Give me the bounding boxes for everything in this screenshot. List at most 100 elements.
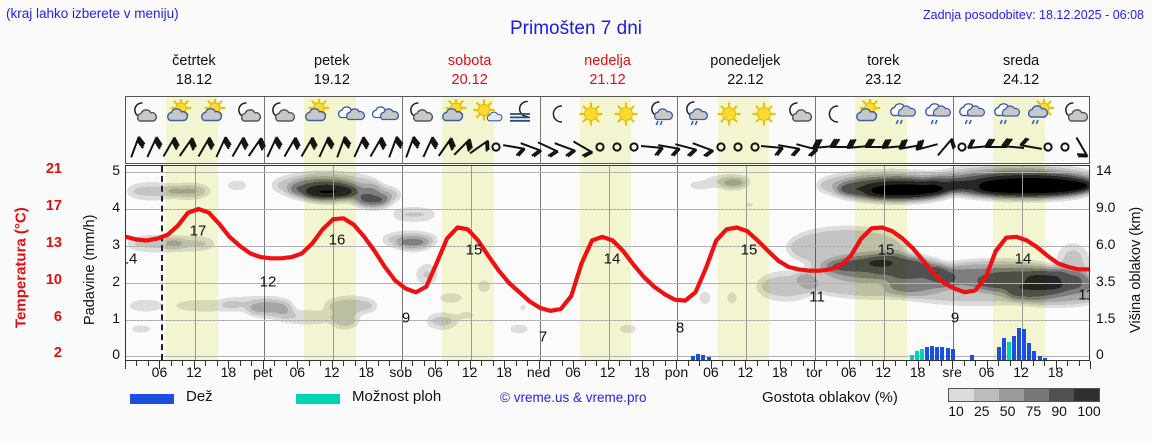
wind-barb-icon — [189, 131, 219, 162]
day-header-4: nedelja 21.12 — [539, 52, 677, 92]
hour-label: tor — [806, 364, 823, 380]
wind-barb-icon — [1067, 131, 1097, 162]
day-separator — [677, 166, 679, 360]
hour-tick — [929, 361, 931, 366]
daylight-band — [717, 131, 770, 163]
temperature-point-label: 15 — [877, 241, 895, 258]
hour-tick — [710, 361, 712, 369]
hour-tick — [952, 361, 954, 369]
hour-tick — [354, 361, 356, 366]
wind-calm-icon — [706, 131, 736, 162]
temperature-point-label: 9 — [950, 309, 960, 327]
day-header-3: sobota 20.12 — [401, 52, 539, 92]
wind-barb-icon — [464, 131, 494, 162]
hour-tick — [1090, 361, 1091, 369]
wind-barb-icon — [930, 131, 960, 162]
hour-tick — [802, 361, 804, 366]
wind-barb-icon — [998, 131, 1028, 162]
hour-tick — [285, 361, 287, 366]
wind-calm-icon — [947, 131, 977, 162]
hour-tick — [814, 361, 816, 369]
hour-tick — [515, 361, 517, 366]
weather-icon-sun — [576, 99, 606, 129]
wind-calm-icon — [585, 131, 615, 162]
temperature-axis-title: Temperatura (°C) — [12, 207, 30, 329]
hour-tick-row — [125, 361, 1091, 369]
day-name: nedelja — [584, 53, 631, 69]
cloud-density-layer — [126, 166, 1089, 360]
hour-tick — [423, 361, 425, 366]
hour-label: 12 — [1013, 364, 1029, 380]
wind-barb-icon — [309, 131, 339, 162]
cloud-density-tick-labels: 10 25 50 75 90 100 — [940, 403, 1116, 421]
day-separator — [401, 97, 403, 132]
cloud-height-tick-0: 0 — [1096, 346, 1104, 362]
precipitation-tick-1: 1 — [112, 310, 120, 326]
day-header-6: torek 23.12 — [814, 52, 952, 92]
hour-tick — [779, 361, 781, 369]
cloud-density-swatch-10 — [949, 389, 974, 401]
forecast-plot: 14 17 12 16 9 15 7 14 8 15 11 15 9 14 11 — [125, 165, 1090, 361]
wind-barb-icon — [257, 131, 287, 162]
weather-icon-moon-cloud — [404, 99, 434, 129]
weather-icon-sun-cloud — [197, 99, 227, 129]
cloud-density-color-ramp — [948, 388, 1100, 402]
hour-tick — [550, 361, 552, 366]
hour-tick — [274, 361, 276, 366]
copyright-link[interactable]: © vreme.us & vreme.pro — [500, 390, 647, 405]
hour-tick — [331, 361, 333, 369]
day-header-row: četrtek 18.12 petek 19.12 sobota 20.12 nedelja… — [125, 52, 1090, 92]
hour-tick — [366, 361, 368, 369]
gridline-horizontal — [126, 283, 1089, 284]
day-date: 22.12 — [727, 72, 764, 88]
rain-legend-label: Dež — [186, 388, 213, 405]
hour-tick — [377, 361, 379, 366]
wind-barb-icon — [240, 131, 270, 162]
temperature-point-label: 11 — [1078, 286, 1089, 304]
hour-label: 18 — [1047, 364, 1064, 380]
wind-barb-icon — [137, 131, 167, 162]
weather-icon-sun — [749, 99, 779, 129]
temperature-point-label: 8 — [675, 319, 685, 336]
weather-icon-row — [125, 96, 1090, 132]
location-menu-hint[interactable]: (kraj lahko izberete v meniju) — [6, 6, 179, 21]
day-date: 23.12 — [865, 72, 902, 88]
hour-tick — [1032, 361, 1034, 366]
hour-tick — [607, 361, 609, 369]
hour-tick — [676, 361, 678, 369]
hour-tick — [745, 361, 747, 369]
weather-icon-cloud-rain — [921, 99, 951, 129]
hour-label: 06 — [427, 364, 443, 380]
precipitation-legend: Dež Možnost ploh — [130, 388, 730, 410]
hour-tick — [837, 361, 839, 366]
hour-label: pon — [664, 364, 689, 380]
hour-tick — [251, 361, 253, 366]
hour-tick — [527, 361, 529, 366]
wind-calm-icon — [619, 131, 649, 162]
cloud-density-tick-50: 50 — [999, 403, 1016, 419]
day-date: 20.12 — [451, 72, 488, 88]
weather-icon-moon-cloud — [1059, 99, 1089, 129]
hour-tick — [791, 361, 793, 366]
day-separator — [953, 97, 955, 132]
day-name: petek — [314, 53, 350, 69]
wind-barb-icon — [671, 131, 701, 162]
weather-icon-sun — [611, 99, 641, 129]
wind-calm-icon — [1050, 131, 1080, 162]
day-name: torek — [867, 53, 900, 69]
precipitation-tick-3: 3 — [112, 236, 120, 252]
hour-tick — [1044, 361, 1046, 366]
gridline-horizontal — [126, 209, 1089, 210]
hour-tick — [584, 361, 586, 366]
hour-label: 12 — [875, 364, 891, 380]
hour-tick — [756, 361, 758, 366]
gridline-horizontal — [126, 246, 1089, 247]
weather-icon-cloud-rain — [990, 99, 1020, 129]
hour-tick — [860, 361, 862, 366]
cloud-density-swatch-100 — [1074, 389, 1099, 401]
day-separator — [677, 131, 679, 163]
hour-label: 06 — [840, 364, 857, 380]
weather-icon-moon-cloud — [232, 99, 262, 129]
weather-icon-moon-cloud — [783, 99, 813, 129]
hour-tick — [389, 361, 391, 366]
